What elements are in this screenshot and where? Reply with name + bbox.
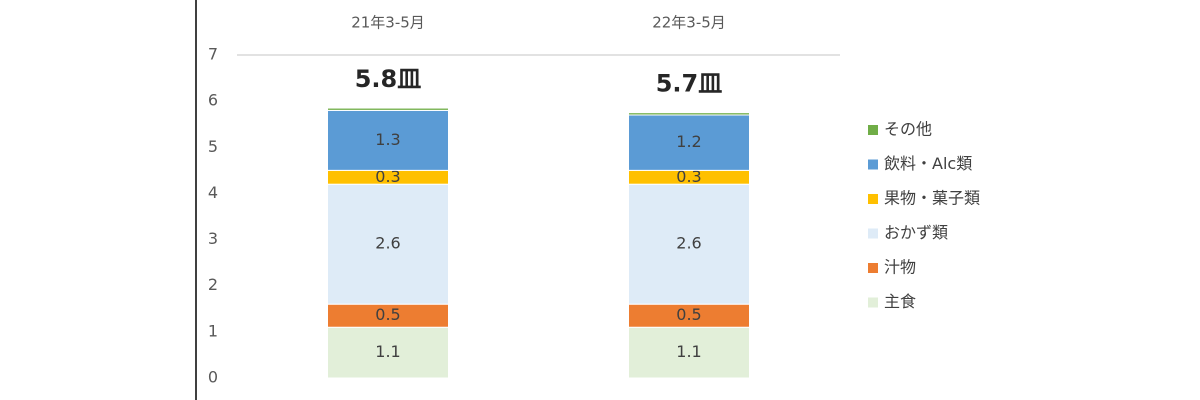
value-label: 0.3	[375, 167, 400, 186]
y-tick-label: 1	[208, 321, 218, 340]
value-label: 0.5	[375, 305, 400, 324]
y-tick-label: 4	[208, 183, 218, 202]
legend-swatch	[868, 159, 878, 170]
legend-label: その他	[884, 120, 932, 139]
value-label: 1.1	[676, 342, 701, 361]
legend-swatch	[868, 297, 878, 308]
bar-segment	[327, 107, 449, 111]
bar-segment	[628, 183, 750, 305]
value-label: 2.6	[676, 234, 701, 253]
value-label: 1.1	[375, 342, 400, 361]
value-label: 1.2	[676, 132, 701, 151]
legend-label: 主食	[884, 292, 916, 311]
legend-swatch	[868, 228, 878, 239]
value-label: 0.3	[676, 167, 701, 186]
y-tick-label: 6	[208, 91, 218, 110]
legend-label: 果物・菓子類	[884, 189, 980, 208]
y-tick-label: 2	[208, 275, 218, 294]
y-tick-label: 7	[208, 45, 218, 64]
value-label: 0.5	[676, 305, 701, 324]
value-label: 1.3	[375, 130, 400, 149]
total-label: 5.8皿	[355, 65, 422, 93]
legend-label: おかず類	[884, 223, 948, 242]
legend-label: 汁物	[884, 258, 916, 277]
bar-segment	[628, 326, 750, 379]
legend-swatch	[868, 125, 878, 135]
bar-segment	[628, 112, 750, 116]
y-tick-label: 0	[208, 368, 218, 387]
bar-segment	[327, 109, 449, 171]
bar-segment	[327, 326, 449, 379]
legend-label: 飲料・Alc類	[884, 154, 972, 173]
total-label: 5.7皿	[656, 70, 723, 98]
category-label: 21年3-5月	[351, 14, 425, 32]
category-label: 22年3-5月	[652, 14, 726, 32]
bar-segment	[327, 183, 449, 305]
legend-swatch	[868, 263, 878, 273]
legend-swatch	[868, 194, 878, 204]
value-label: 2.6	[375, 234, 400, 253]
y-tick-label: 5	[208, 137, 218, 156]
bar-segment	[628, 114, 750, 171]
y-tick-label: 3	[208, 229, 218, 248]
